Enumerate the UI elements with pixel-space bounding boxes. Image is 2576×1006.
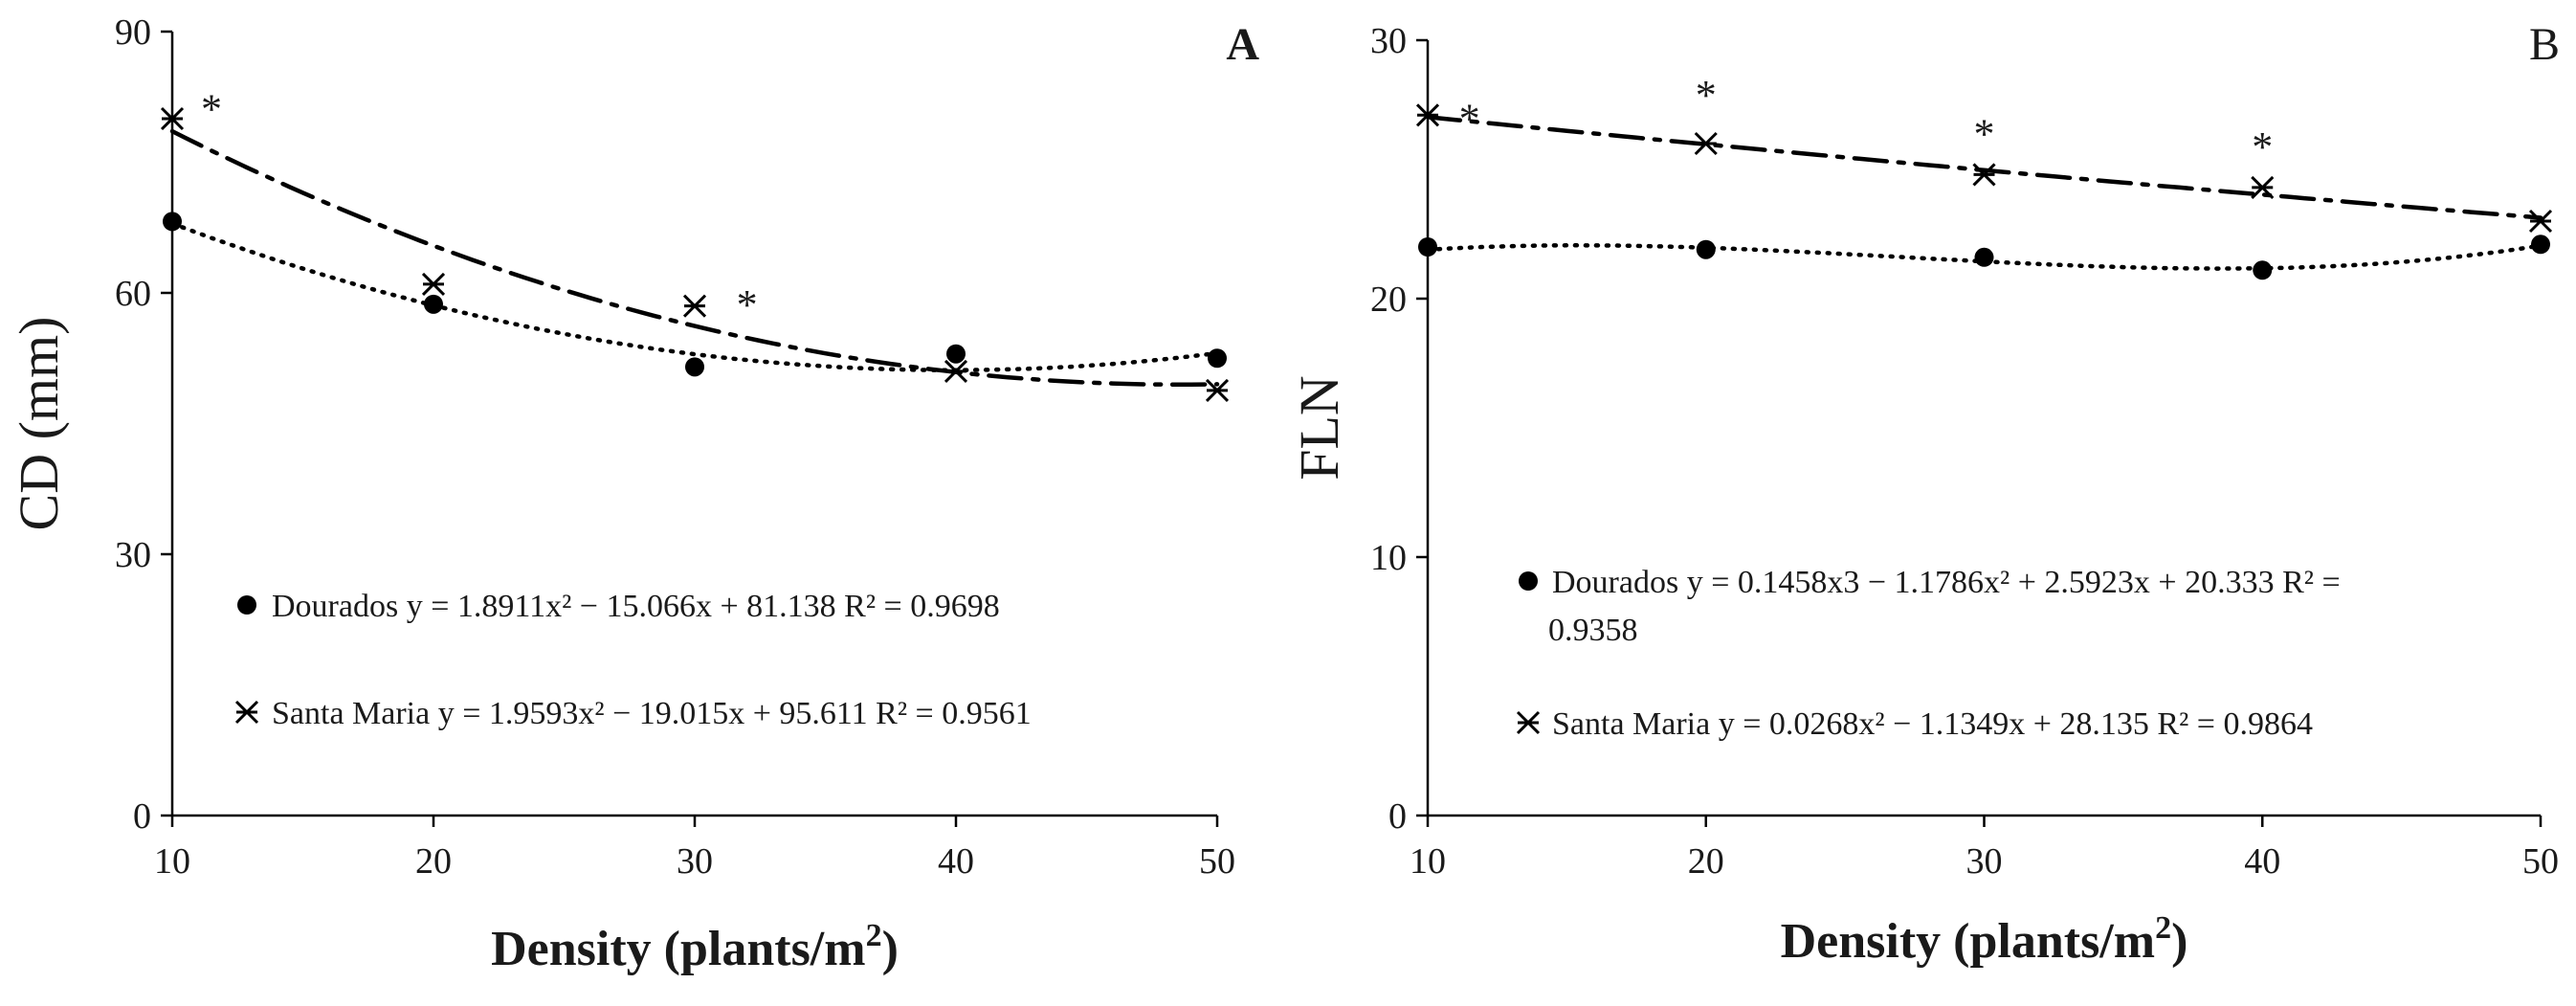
x-tick-label: 10 xyxy=(1410,841,1446,882)
x-axis-title-main: Density (plants/m xyxy=(491,922,865,976)
x-tick-label: 10 xyxy=(154,841,190,882)
data-point-dourados xyxy=(2531,235,2550,254)
data-point-dourados xyxy=(424,295,443,314)
x-axis-title-close: ) xyxy=(2171,914,2187,969)
data-point-dourados xyxy=(1418,237,1437,257)
data-point-dourados xyxy=(1208,348,1227,368)
data-point-santa-maria xyxy=(2530,211,2551,232)
x-axis-title-superscript: 2 xyxy=(2155,910,2171,946)
x-axis-title-close: ) xyxy=(882,922,899,976)
significance-asterisk: * xyxy=(737,281,758,328)
y-tick-label: 90 xyxy=(115,12,151,53)
legend-label-dourados: 0.9358 xyxy=(1548,613,1638,648)
legend-label-santa-maria: Santa Maria y = 0.0268x² − 1.1349x + 28.… xyxy=(1552,706,2313,742)
legend-label-dourados: Dourados y = 1.8911x² − 15.066x + 81.138… xyxy=(272,589,1000,624)
significance-asterisk: * xyxy=(1459,95,1480,142)
data-point-santa-maria xyxy=(423,274,444,295)
data-point-dourados xyxy=(946,345,966,364)
data-point-santa-maria xyxy=(945,361,966,382)
y-tick-label: 0 xyxy=(1388,796,1407,837)
significance-asterisk: * xyxy=(2252,123,2273,170)
x-tick-label: 20 xyxy=(1688,841,1724,882)
x-tick-label: 50 xyxy=(1199,841,1235,882)
legend-marker-santa-maria xyxy=(236,702,257,723)
trendline-dourados xyxy=(172,224,1217,370)
x-tick-label: 50 xyxy=(2522,841,2559,882)
x-axis-title: Density (plants/m2) xyxy=(1781,910,2188,969)
legend-marker-dourados xyxy=(1519,571,1538,591)
data-point-dourados xyxy=(685,357,704,376)
y-tick-label: 60 xyxy=(115,274,151,314)
panel-label: B xyxy=(2529,19,2560,70)
data-point-dourados xyxy=(2253,260,2272,279)
legend-label-santa-maria: Santa Maria y = 1.9593x² − 19.015x + 95.… xyxy=(272,696,1032,731)
legend-label-dourados: Dourados y = 0.1458x3 − 1.1786x² + 2.592… xyxy=(1552,565,2341,600)
x-tick-label: 40 xyxy=(938,841,974,882)
chart-panel-a: 0 30 60 90 10 20 30 40 50 CD (mm) Density (plants/… xyxy=(8,12,1259,976)
y-axis-title: CD (mm) xyxy=(8,317,70,531)
y-tick-label: 30 xyxy=(1370,21,1407,61)
x-axis-title-superscript: 2 xyxy=(866,918,882,953)
data-point-dourados xyxy=(163,212,182,231)
y-axis-title: FLN xyxy=(1288,375,1350,481)
x-axis-title: Density (plants/m2) xyxy=(491,918,899,976)
significance-asterisk: * xyxy=(1974,111,1995,158)
significance-asterisk: * xyxy=(1696,72,1717,119)
x-tick-label: 30 xyxy=(677,841,713,882)
y-tick-label: 20 xyxy=(1370,279,1407,320)
y-tick-label: 0 xyxy=(133,796,151,837)
y-tick-label: 10 xyxy=(1370,538,1407,578)
y-tick-label: 30 xyxy=(115,535,151,575)
data-point-santa-maria xyxy=(1974,164,1995,185)
legend-marker-dourados xyxy=(237,595,256,615)
panel-label: A xyxy=(1226,19,1259,70)
data-point-dourados xyxy=(1975,248,1994,267)
x-axis-title-main: Density (plants/m xyxy=(1781,914,2155,969)
significance-asterisk: * xyxy=(201,85,222,132)
x-tick-label: 20 xyxy=(415,841,452,882)
legend-marker-santa-maria xyxy=(1518,712,1539,733)
data-point-santa-maria xyxy=(684,296,705,317)
x-tick-label: 40 xyxy=(2244,841,2280,882)
trendline-santa-maria xyxy=(172,131,1217,385)
x-tick-label: 30 xyxy=(1966,841,2003,882)
data-point-santa-maria xyxy=(1696,133,1717,154)
data-point-dourados xyxy=(1697,240,1716,259)
figure: 030609010 20 30 40 50CD (mm)Density (plants/… xyxy=(0,0,2576,1006)
